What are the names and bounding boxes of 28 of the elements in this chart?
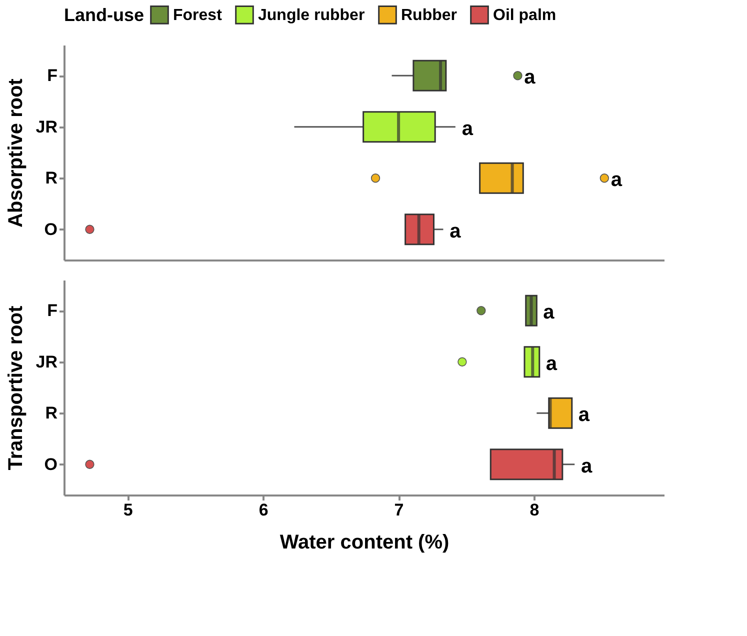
annotation: a — [543, 302, 556, 324]
legend-label: Oil palm — [493, 6, 556, 24]
y-tick-label: O — [44, 454, 58, 474]
x-tick-label: 7 — [394, 500, 404, 520]
y-tick-label: O — [44, 220, 58, 239]
y-axis-title: Transportive root — [4, 305, 27, 470]
x-axis-title: Water content (%) — [280, 532, 450, 554]
y-tick-label: JR — [36, 117, 58, 136]
annotation: a — [450, 220, 462, 242]
y-tick-label: F — [47, 301, 58, 320]
legend-label: Jungle rubber — [258, 6, 365, 24]
x-tick-label: 6 — [258, 500, 268, 520]
annotation: a — [546, 352, 558, 375]
y-tick-label: R — [45, 168, 58, 188]
annotation: a — [581, 455, 594, 478]
legend-label: Forest — [173, 6, 223, 24]
y-tick-label: F — [47, 66, 58, 86]
y-tick-label: JR — [36, 352, 58, 372]
y-tick-label: R — [45, 404, 58, 423]
legend-label: Rubber — [401, 6, 457, 24]
x-tick-label: 8 — [530, 500, 540, 520]
x-tick-label: 5 — [123, 500, 133, 520]
y-axis-title: Absorptive root — [4, 78, 27, 228]
annotation: a — [524, 66, 536, 89]
legend-title: Land-use — [64, 5, 144, 25]
annotation: a — [578, 404, 590, 426]
annotation: a — [462, 118, 474, 140]
annotation: a — [610, 169, 623, 192]
